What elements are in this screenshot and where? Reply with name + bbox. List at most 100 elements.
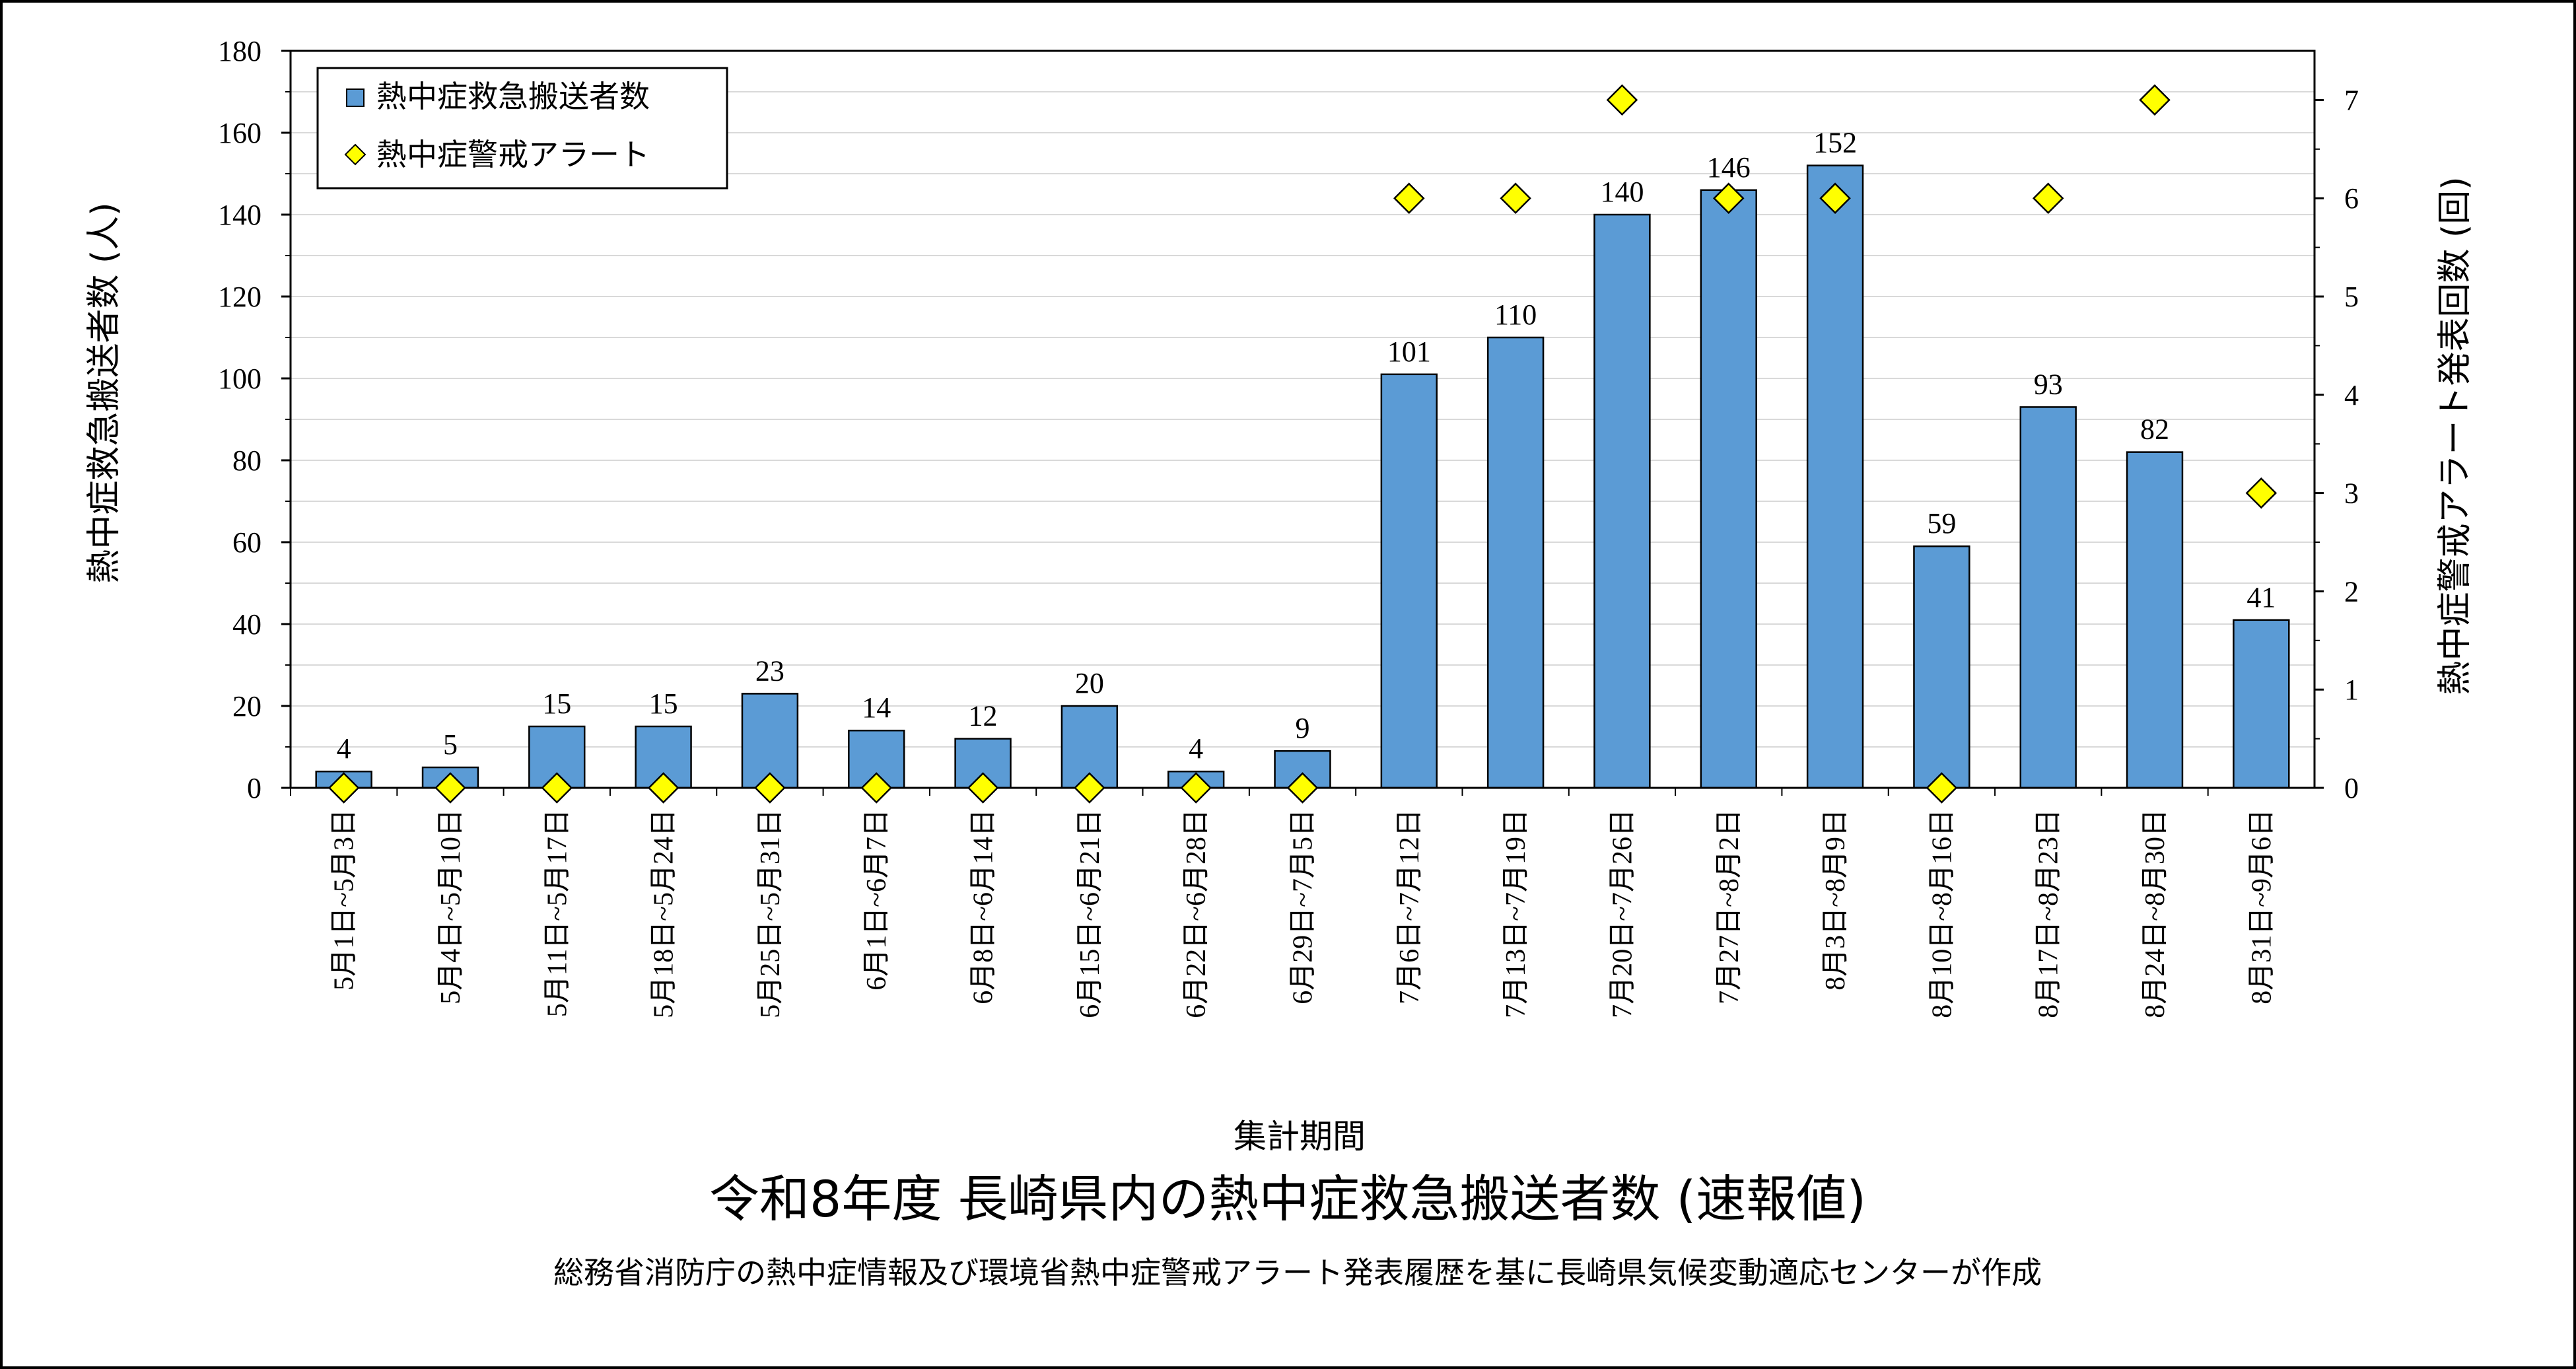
data-label: 5 <box>443 728 458 761</box>
chart-title: 令和8年度 長崎県内の熱中症救急搬送者数 (速報値) <box>709 1170 1866 1228</box>
x-tick-label: 5月1日~5月3日 <box>330 809 360 991</box>
data-label: 146 <box>1707 151 1751 184</box>
marker-series <box>328 84 2278 804</box>
x-tick-label: 6月1日~6月7日 <box>862 809 892 991</box>
x-axis-label: 集計期間 <box>1234 1117 1366 1156</box>
x-tick-label: 7月27日~8月2日 <box>1714 809 1745 1004</box>
data-label: 12 <box>969 700 998 732</box>
data-label: 15 <box>542 687 571 720</box>
alert-marker <box>1286 772 1319 804</box>
y-tick-label: 140 <box>218 199 261 231</box>
y-tick-label: 40 <box>232 608 261 641</box>
data-label: 9 <box>1296 712 1310 744</box>
x-tick-label: 8月24日~8月30日 <box>2140 809 2171 1018</box>
y-tick-label: 0 <box>247 772 261 804</box>
data-label: 110 <box>1494 298 1537 331</box>
x-tick-label: 6月22日~6月28日 <box>1181 809 1212 1018</box>
x-tick-label: 7月6日~7月12日 <box>1395 809 1425 1004</box>
alert-marker <box>1712 182 1745 214</box>
legend-marker-label: 熱中症警戒アラート <box>376 137 650 172</box>
alert-marker <box>1926 772 1958 804</box>
x-tick-label: 8月3日~8月9日 <box>1821 809 1851 991</box>
legend-marker-swatch <box>344 143 366 166</box>
x-tick-label: 5月18日~5月24日 <box>649 809 679 1018</box>
y2-tick-label: 7 <box>2344 84 2359 116</box>
y2-tick-label: 5 <box>2344 281 2359 313</box>
y-tick-label: 180 <box>218 35 261 67</box>
alert-marker <box>754 772 786 804</box>
y2-tick-label: 1 <box>2344 674 2359 706</box>
data-label: 140 <box>1600 176 1644 208</box>
legend-bar-label: 熱中症救急搬送者数 <box>376 79 650 114</box>
x-tick-label: 8月10日~8月16日 <box>1927 809 1957 1018</box>
alert-marker <box>435 772 466 804</box>
data-labels: 4 5 15 15 23 14 12 20 4 9 101 110 140 146 152 59 93 82 41 <box>337 127 2276 765</box>
data-label: 15 <box>649 687 678 720</box>
alert-marker <box>1500 182 1531 214</box>
alert-marker <box>1180 772 1212 804</box>
x-tick-label: 7月13日~7月19日 <box>1501 809 1531 1018</box>
x-tick-label: 8月17日~8月23日 <box>2034 809 2064 1018</box>
y-tick-label: 60 <box>232 526 261 559</box>
data-label: 82 <box>2140 413 2169 446</box>
alert-marker <box>2139 84 2171 116</box>
data-label: 152 <box>1813 127 1857 159</box>
x-tick-label: 8月31日~9月6日 <box>2246 809 2277 1004</box>
y2-axis-label: 熱中症警戒アラート発表回数 (回) <box>2435 176 2475 695</box>
alert-marker <box>860 772 893 804</box>
data-label: 41 <box>2246 581 2276 614</box>
alert-marker <box>1074 772 1105 804</box>
y-tick-label: 120 <box>218 281 261 313</box>
y2-tick-label: 6 <box>2344 182 2359 215</box>
y-tick-label: 160 <box>218 117 261 149</box>
data-label: 14 <box>862 691 891 724</box>
tick-labels: 020406080100120140160180012345675月1日~5月3… <box>218 35 2359 1018</box>
alert-marker <box>1819 182 1851 214</box>
y2-tick-label: 0 <box>2344 772 2359 804</box>
y2-tick-label: 3 <box>2344 477 2359 510</box>
legend: 熱中症救急搬送者数 熱中症警戒アラート <box>316 67 728 190</box>
legend-bar-swatch <box>346 88 365 107</box>
bar <box>1806 164 1864 789</box>
x-tick-label: 5月4日~5月10日 <box>436 809 466 1004</box>
alert-marker <box>2245 477 2278 509</box>
data-label: 20 <box>1075 667 1104 699</box>
bar <box>1913 545 1970 789</box>
bar <box>1486 336 1545 789</box>
bar <box>1593 213 1651 789</box>
bar <box>2126 451 2184 789</box>
data-label: 23 <box>755 654 784 687</box>
alert-marker <box>967 772 999 804</box>
x-tick-label: 5月25日~5月31日 <box>755 809 786 1018</box>
alert-marker <box>2032 182 2064 214</box>
legend-box <box>316 67 728 190</box>
alert-marker <box>328 772 360 804</box>
data-label: 4 <box>1189 732 1203 765</box>
bar <box>1700 189 1757 789</box>
chart-subtitle: 総務省消防庁の熱中症情報及び環境省熱中症警戒アラート発表履歴を基に長崎県気候変動… <box>553 1255 2042 1290</box>
y-tick-label: 100 <box>218 363 261 395</box>
x-tick-label: 5月11日~5月17日 <box>542 809 573 1017</box>
bar <box>2233 619 2290 789</box>
data-label: 101 <box>1387 335 1431 368</box>
x-tick-label: 6月15日~6月21日 <box>1075 809 1105 1018</box>
bar-series <box>315 164 2290 789</box>
bar <box>2019 406 2077 789</box>
alert-marker <box>541 772 573 804</box>
y-tick-label: 80 <box>232 444 261 477</box>
data-label: 93 <box>2034 368 2063 400</box>
alert-marker <box>647 772 679 804</box>
y2-tick-label: 2 <box>2344 575 2359 608</box>
y2-tick-label: 4 <box>2344 379 2359 411</box>
alert-marker <box>1393 182 1425 214</box>
y-tick-label: 20 <box>232 690 261 722</box>
alert-marker <box>1606 84 1638 116</box>
x-tick-label: 6月29日~7月5日 <box>1288 809 1319 1004</box>
x-tick-label: 7月20日~7月26日 <box>1607 809 1638 1018</box>
bar <box>1380 373 1438 789</box>
data-label: 59 <box>1927 507 1956 540</box>
y-axis-label: 熱中症救急搬送者数 (人) <box>85 202 124 583</box>
data-label: 4 <box>337 732 351 765</box>
x-tick-label: 6月8日~6月14日 <box>969 809 999 1004</box>
